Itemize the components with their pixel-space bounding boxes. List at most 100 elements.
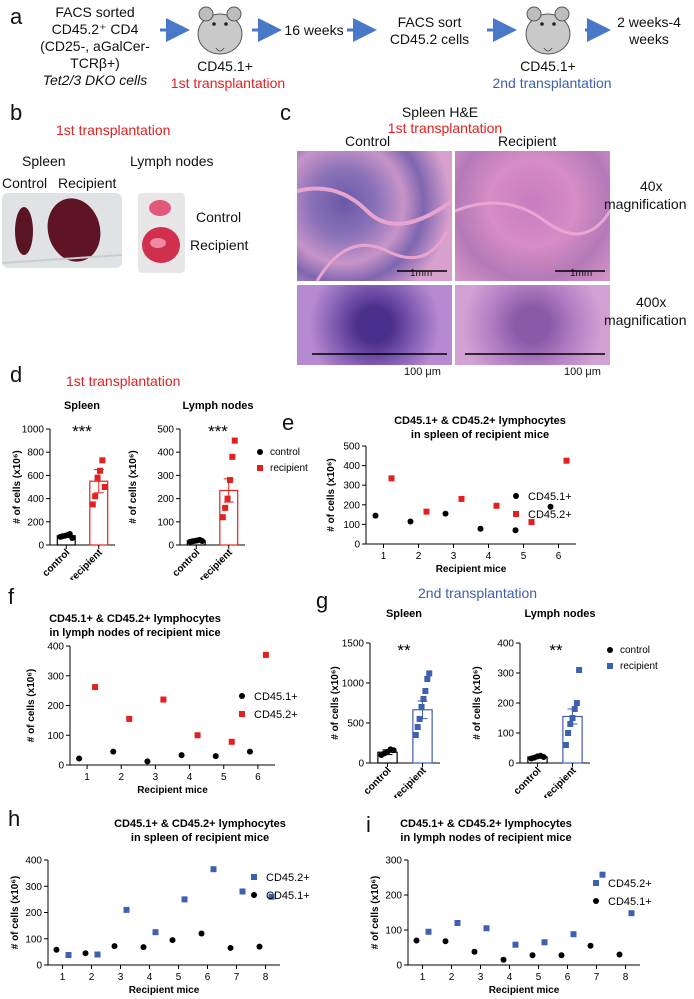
point-recipient-0 [562, 742, 569, 748]
chart-g-spleen: Spleen ** 0 500 1000 1500 # of cells (x10⁶) con… [330, 608, 440, 798]
point-recipient-7 [426, 670, 433, 677]
point-CD45.2+-5 [570, 931, 577, 938]
point-recipient-5 [231, 437, 238, 444]
panel-label-f: f [8, 584, 15, 609]
point-CD45.2+-7 [268, 893, 275, 900]
y-tick-label-0: 0 [354, 540, 360, 551]
point-CD45.1+-5 [547, 503, 554, 510]
x-axis-label: Recipient mice [137, 785, 208, 796]
point-CD45.1+-4 [512, 527, 519, 534]
mag40-label: 40x [640, 178, 663, 194]
panel-label-e: e [282, 410, 295, 435]
chart-title-line-2: in spleen of recipient mice [131, 832, 269, 844]
legend-marker-CD45.2+ [593, 880, 599, 886]
x-tick-label-recipient: recipient [391, 765, 429, 798]
y-tick-label-5: 500 [157, 425, 174, 436]
point-recipient-2 [416, 716, 423, 722]
point-recipient-3 [418, 704, 425, 710]
point-CD45.1+-1 [442, 938, 449, 945]
y-axis-label: # of cells (x10⁶) [472, 666, 483, 740]
c-control-label: Control [345, 133, 391, 149]
y-tick-label-0: 0 [358, 759, 364, 770]
chart-title: CD45.1+ & CD45.2+ lymphocytes [49, 613, 221, 625]
legend-marker-control [607, 647, 613, 653]
x-tick-label-5: 6 [556, 551, 562, 562]
y-tick-label-3: 1500 [342, 639, 365, 650]
x-tick-label-3: 4 [187, 772, 193, 783]
panel-label-g: g [316, 588, 329, 613]
c-subtitle: 1st transplantation [387, 120, 503, 136]
y-tick-label-0: 0 [508, 759, 514, 770]
y-tick-label-2: 400 [27, 494, 44, 505]
point-CD45.1+-3 [140, 944, 147, 951]
point-CD45.2+-5 [262, 651, 269, 658]
he-control-400x [297, 285, 452, 365]
chart-title: Spleen [64, 400, 100, 412]
chart-d-lymph: Lymph nodes *** 0 100 200 300 400 500 # of cells… [128, 400, 308, 580]
point-CD45.1+-4 [169, 937, 176, 944]
y-tick-label-3: 300 [497, 669, 514, 680]
mouse-icon-2 [525, 6, 571, 55]
point-CD45.2+-6 [239, 888, 246, 895]
y-tick-label-2: 200 [47, 701, 64, 712]
x-tick-label-4: 5 [176, 972, 182, 983]
chart-title: Lymph nodes [182, 400, 253, 412]
y-axis-label: # of cells (x10⁶) [10, 876, 21, 950]
y-tick-label-3: 300 [385, 856, 402, 867]
point-CD45.1+-5 [558, 952, 565, 959]
significance-label: *** [208, 422, 228, 441]
y-tick-label-4: 400 [497, 639, 514, 650]
point-CD45.2+-3 [194, 732, 201, 739]
point-CD45.2+-5 [563, 457, 570, 464]
y-tick-label-5: 500 [343, 442, 360, 453]
point-CD45.1+-5 [198, 930, 205, 937]
mouse-icon-1 [197, 6, 243, 55]
point-CD45.1+-3 [477, 525, 484, 532]
significance-label: ** [397, 641, 411, 660]
x-tick-label-recipient: recipient [541, 765, 579, 798]
weeks-line-2: weeks [629, 31, 669, 47]
chart-i: CD45.1+ & CD45.2+ lymphocytes in lymph no… [370, 818, 652, 996]
c-title: Spleen H&E [401, 104, 479, 120]
legend-label-recipient: recipient [620, 661, 658, 672]
x-tick-label-6: 7 [594, 972, 600, 983]
panel-label-b: b [10, 100, 23, 125]
start-line-3: (CD25-, aGalCer-TCRβ+) [40, 38, 150, 71]
chart-g-lymph: Lymph nodes ** 0 100 200 300 400 # of cells (x1… [472, 608, 658, 798]
c-recipient-label: Recipient [498, 133, 557, 149]
y-tick-label-0: 0 [168, 541, 174, 552]
lymph-photo [138, 193, 185, 273]
legend-marker-recipient [257, 465, 263, 471]
point-CD45.2+-1 [94, 951, 101, 958]
x-tick-label-4: 5 [221, 772, 227, 783]
x-axis-label: Recipient mice [129, 985, 200, 996]
y-tick-label-2: 200 [385, 891, 402, 902]
panel-label-h: h [8, 806, 21, 831]
point-CD45.1+-0 [53, 946, 60, 953]
chart-title: Spleen [386, 608, 422, 620]
point-control-5 [199, 538, 206, 545]
point-recipient-1 [414, 724, 421, 730]
point-recipient-4 [229, 453, 236, 460]
y-tick-label-1: 100 [25, 934, 42, 945]
y-tick-label-3: 300 [343, 481, 360, 492]
y-tick-label-4: 400 [343, 461, 360, 472]
transplant2-label: 2nd transplantation [492, 75, 612, 91]
b-control-label: Control [2, 175, 48, 191]
chart-title-line-2: in spleen of recipient mice [411, 429, 549, 441]
he-recipient-400x [455, 285, 610, 365]
x-tick-label-1: 2 [416, 551, 422, 562]
point-recipient-2 [567, 721, 574, 727]
legend-label-CD45.1+: CD45.1+ [266, 890, 310, 902]
d-super-title: 1st transplantation [66, 373, 181, 389]
panel-label-d: d [10, 362, 23, 387]
y-tick-label-1: 100 [385, 926, 402, 937]
y-axis-label: # of cells (x10⁶) [26, 669, 37, 743]
point-CD45.2+-0 [92, 684, 99, 691]
x-tick-label-5: 6 [205, 972, 211, 983]
legend-marker-recipient [607, 663, 613, 669]
point-recipient-1 [222, 504, 229, 511]
chart-title-line-2: in lymph nodes of recipient mice [400, 832, 571, 844]
point-CD45.1+-0 [413, 937, 420, 944]
legend-marker-CD45.2+ [513, 511, 519, 517]
